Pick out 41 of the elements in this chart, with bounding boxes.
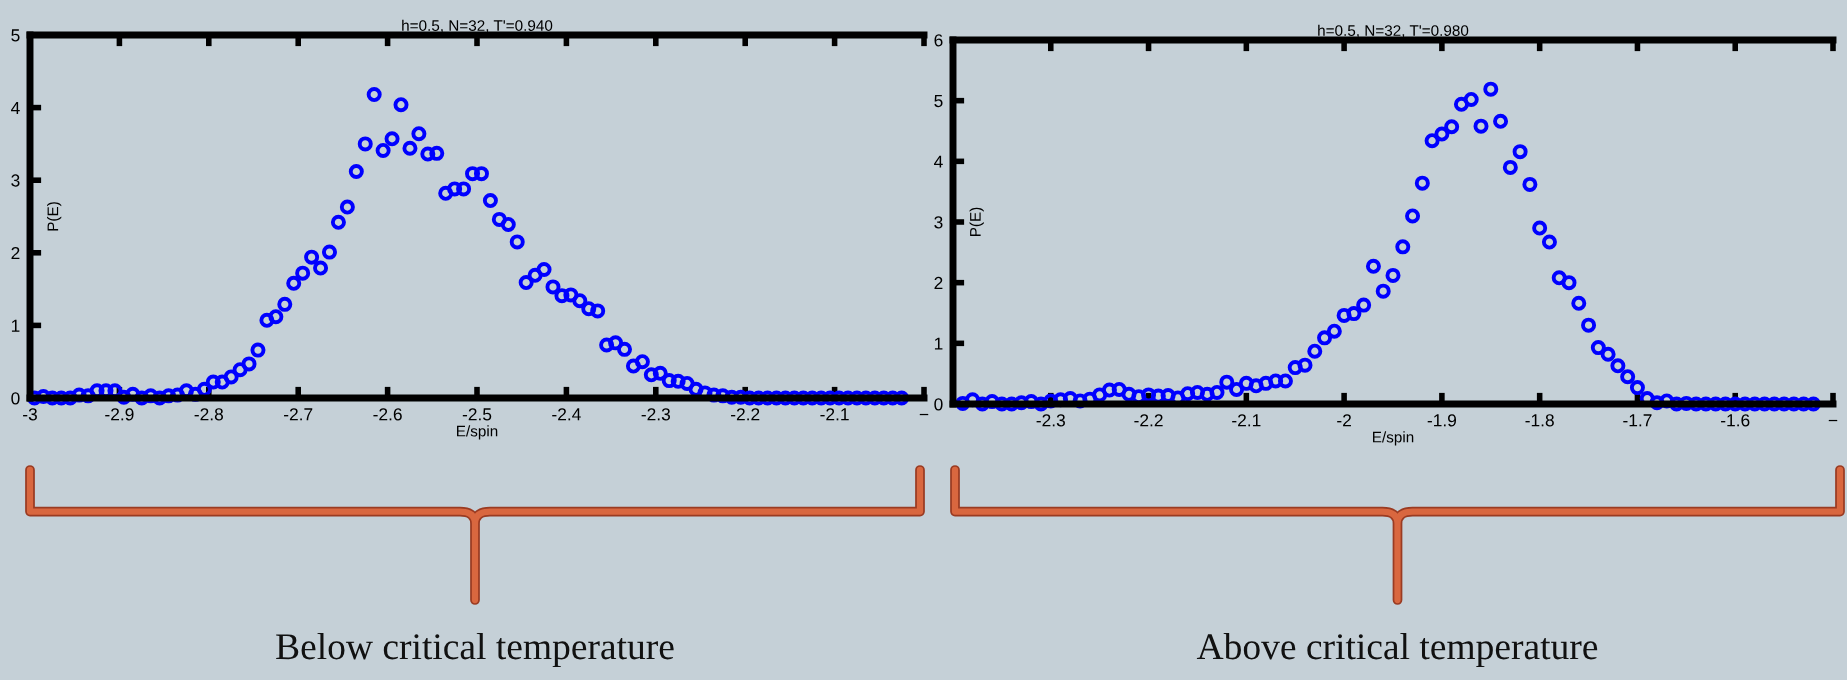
- y-tick-label: 4: [11, 101, 20, 114]
- y-axis-title: P(E): [969, 207, 984, 237]
- x-tick-label: -2.8: [194, 408, 223, 421]
- x-axis-title: E/spin: [1373, 431, 1414, 446]
- x-tick-label: -2.1: [1232, 414, 1261, 427]
- x-tick-label: -1.7: [1623, 414, 1652, 427]
- x-tick-label: −: [1828, 419, 1838, 422]
- y-tick-label: 1: [934, 337, 943, 350]
- text: Below critical temperature: [276, 633, 674, 667]
- x-tick-label: -2.2: [731, 408, 760, 421]
- y-tick-label: 6: [934, 34, 943, 47]
- x-tick-label: -3: [23, 408, 37, 421]
- y-tick-label: 2: [11, 246, 20, 260]
- x-tick-label: -2: [1337, 414, 1351, 427]
- x-tick-label: -2.3: [641, 408, 670, 421]
- x-tick-label: -1.8: [1525, 414, 1554, 427]
- y-tick-label: 0: [934, 398, 943, 411]
- y-tick-label: 2: [934, 276, 943, 289]
- x-tick-label: -2.3: [1036, 414, 1065, 427]
- x-tick-label: -2.7: [284, 408, 313, 421]
- x-tick-label: -1.9: [1427, 414, 1457, 427]
- y-tick-label: 1: [11, 319, 20, 332]
- chart-title: h=0.5, N=32, T'=0.940: [402, 19, 553, 33]
- x-axis-title: E/spin: [457, 425, 498, 440]
- x-tick-label: -1.6: [1721, 414, 1750, 427]
- y-tick-label: 3: [11, 174, 20, 187]
- x-tick-label: -2.1: [820, 408, 849, 421]
- x-tick-label: -2.9: [105, 408, 134, 421]
- x-tick-label: -2.2: [1134, 414, 1163, 427]
- x-tick-label: -2.5: [462, 408, 492, 421]
- x-tick-label: -2.4: [552, 408, 581, 421]
- text: Above critical temperature: [1196, 633, 1598, 667]
- x-tick-label: −: [919, 413, 929, 416]
- y-tick-label: 5: [934, 95, 943, 108]
- y-tick-label: 3: [934, 216, 943, 229]
- x-tick-label: -2.6: [373, 408, 402, 421]
- y-tick-label: 4: [934, 155, 943, 168]
- y-tick-label: 0: [11, 392, 20, 405]
- y-axis-title: P(E): [47, 202, 62, 231]
- y-tick-label: 5: [11, 29, 20, 42]
- chart-title: h=0.5, N=32, T'=0.980: [1318, 24, 1469, 38]
